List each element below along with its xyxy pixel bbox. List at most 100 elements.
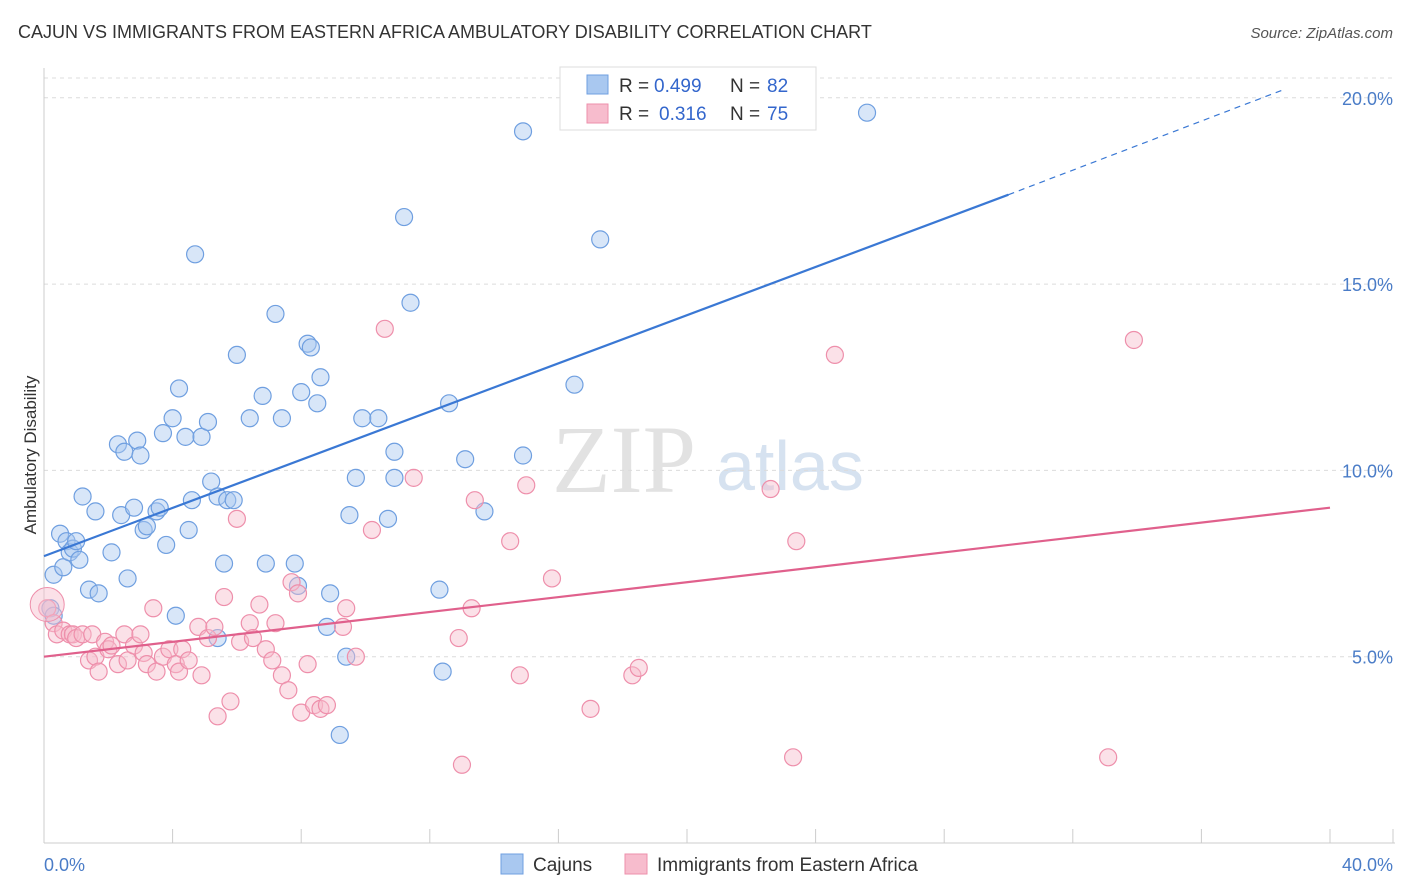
- immigrant-point: [404, 468, 423, 487]
- immigrant-point: [761, 479, 780, 499]
- watermark-atlas: atlas: [716, 427, 864, 505]
- cajun-point: [256, 554, 275, 573]
- cajun-point: [44, 606, 63, 625]
- bottom-legend-swatch-cajuns: [500, 853, 524, 875]
- cajun-point: [346, 468, 365, 487]
- cajun-point: [301, 338, 320, 357]
- immigrant-point: [179, 651, 198, 670]
- cajun-point: [214, 554, 234, 573]
- immigrant-point: [449, 628, 468, 648]
- immigrant-point: [73, 625, 92, 644]
- legend-swatch-immigrants: [586, 103, 609, 124]
- cajun-point: [308, 394, 327, 413]
- immigrant-point: [629, 658, 648, 677]
- cajun-point: [218, 491, 237, 510]
- cajun-point: [227, 345, 246, 364]
- immigrant-point: [279, 681, 298, 700]
- chart-source: Source: ZipAtlas.com: [1250, 25, 1393, 42]
- legend-n-value-immigrants: 75: [767, 104, 788, 125]
- immigrant-point: [266, 614, 285, 633]
- cajun-point: [240, 409, 259, 428]
- trend-layer: [43, 89, 1331, 658]
- cajun-point: [50, 524, 70, 543]
- legend-swatch-cajuns: [586, 74, 609, 95]
- cajun-point: [118, 569, 137, 588]
- cajun-point: [591, 230, 610, 249]
- cajun-point: [456, 450, 475, 469]
- immigrant-point: [44, 614, 63, 633]
- legend-r-label-immigrants: R =: [619, 104, 649, 125]
- immigrant-point: [452, 755, 472, 774]
- cajun-point: [108, 435, 128, 454]
- cajun-point: [385, 468, 404, 487]
- cajun-point: [394, 207, 414, 227]
- immigrant-point: [317, 696, 337, 715]
- legend-r-value-immigrants: 0.316: [659, 104, 707, 125]
- cajun-point: [128, 431, 147, 450]
- cajun-point: [176, 427, 195, 446]
- cajun-point: [337, 647, 356, 666]
- cajun-point: [73, 487, 92, 506]
- cajun-point: [253, 386, 272, 405]
- immigrant-point: [623, 666, 642, 685]
- cajun-point: [79, 580, 99, 599]
- immigrant-trend-line: [43, 506, 1331, 658]
- immigrant-point: [263, 651, 282, 670]
- tick-labels: 5.0% 10.0% 15.0% 20.0% 0.0% 40.0%: [44, 89, 1393, 875]
- immigrant-point: [375, 319, 394, 338]
- chart-title: CAJUN VS IMMIGRANTS FROM EASTERN AFRICA …: [18, 22, 872, 42]
- y-tick-label: 10.0%: [1342, 461, 1393, 481]
- immigrant-point: [137, 655, 156, 674]
- immigrant-point: [787, 532, 806, 551]
- immigrant-point: [346, 647, 365, 666]
- cajun-point: [430, 580, 449, 599]
- immigrant-point: [1124, 330, 1143, 350]
- cajun-point: [169, 379, 189, 398]
- immigrant-point: [288, 584, 308, 603]
- gridlines: [44, 77, 1395, 658]
- cajun-point: [166, 606, 185, 625]
- cajun-point: [285, 554, 304, 573]
- cajun-point: [340, 506, 359, 525]
- immigrant-point: [501, 532, 520, 551]
- bottom-legend-label-immigrants: Immigrants from Eastern Africa: [657, 855, 918, 876]
- x-tick-label: 40.0%: [1342, 855, 1393, 875]
- immigrant-point: [825, 345, 844, 364]
- cajun-point: [102, 543, 121, 562]
- cajun-point: [86, 502, 105, 521]
- legend-n-label-cajuns: N =: [730, 76, 760, 97]
- cajun-point: [224, 491, 243, 510]
- cajun-point: [311, 368, 330, 387]
- cajun-point: [124, 498, 144, 517]
- cajun-point: [433, 662, 452, 681]
- immigrant-point: [465, 491, 484, 510]
- immigrant-point: [298, 655, 317, 674]
- cajun-trend-line: [43, 193, 1009, 558]
- cajun-point: [44, 565, 63, 584]
- cajun-point: [266, 304, 285, 324]
- cajun-point: [385, 442, 404, 461]
- legend-n-value-cajuns: 82: [767, 76, 788, 97]
- cajun-point: [317, 617, 337, 636]
- immigrant-point: [144, 599, 163, 618]
- cajun-point: [179, 520, 198, 540]
- legend-r-value-cajuns: 0.499: [654, 76, 702, 97]
- immigrant-point: [542, 569, 562, 588]
- bottom-legend-label-cajuns: Cajuns: [533, 855, 592, 876]
- legend-r-label-cajuns: R =: [619, 76, 649, 97]
- cajun-trend-extension: [1008, 89, 1282, 196]
- cajun-point: [565, 375, 584, 394]
- immigrant-point: [89, 662, 108, 681]
- watermark-zip: ZIP: [552, 406, 696, 513]
- x-tick-label: 0.0%: [44, 855, 85, 875]
- cajun-point: [369, 409, 388, 428]
- immigrant-point: [362, 520, 382, 540]
- y-axis-title: Ambulatory Disability: [21, 375, 40, 534]
- legend-n-label-immigrants: N =: [730, 104, 760, 125]
- y-tick-label: 15.0%: [1342, 275, 1393, 295]
- cajun-point: [857, 103, 877, 122]
- immigrant-point: [581, 699, 600, 718]
- immigrant-point: [510, 666, 529, 685]
- immigrant-point: [29, 587, 65, 623]
